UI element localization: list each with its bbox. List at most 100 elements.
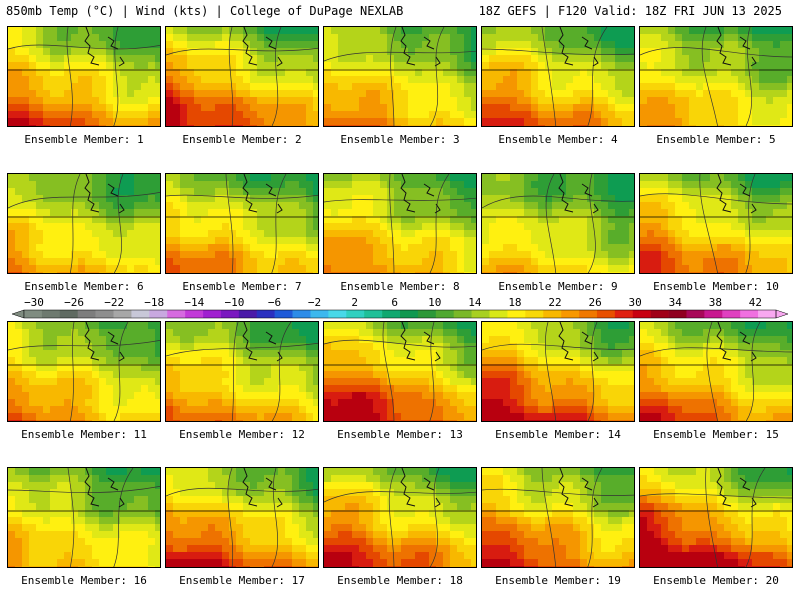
colorbar-left-arrow	[11, 309, 25, 319]
colorbar-tick-label: 34	[669, 296, 683, 309]
temperature-field-map	[640, 468, 792, 567]
colorbar-segment	[167, 310, 186, 318]
colorbar-segment	[149, 310, 168, 318]
colorbar-segment	[24, 310, 43, 318]
colorbar-segment	[310, 310, 329, 318]
colorbar-segment	[722, 310, 741, 318]
colorbar-segment	[274, 310, 293, 318]
ensemble-map-panel	[639, 467, 793, 568]
contour-line	[66, 27, 73, 126]
coastline	[558, 322, 599, 362]
ensemble-member-label: Ensemble Member: 12	[179, 428, 305, 441]
temperature-colorbar: −30 −26 −22 −18 −14 −10 −6 −2 2 6 10 14 18 22 26 30 34 38…	[11, 296, 789, 319]
temperature-field-map	[640, 322, 792, 421]
colorbar-segment	[292, 310, 311, 318]
colorbar-segment	[220, 310, 240, 318]
colorbar-segment	[507, 310, 526, 318]
contour-line	[541, 468, 557, 567]
contour-line	[429, 322, 435, 421]
ensemble-member-label: Ensemble Member: 5	[656, 133, 776, 146]
ensemble-member-label: Ensemble Member: 11	[21, 428, 147, 441]
contour-line	[701, 27, 718, 126]
contour-line	[271, 322, 292, 421]
colorbar-segment	[579, 310, 598, 318]
contour-line	[745, 174, 756, 273]
ensemble-map-panel	[481, 173, 635, 274]
colorbar-segment	[561, 310, 580, 318]
ensemble-member-label: Ensemble Member: 2	[182, 133, 302, 146]
ensemble-map-panel	[323, 26, 477, 127]
colorbar-tick-label: 22	[548, 296, 561, 309]
contour-line	[8, 339, 160, 351]
ensemble-map-panel	[323, 467, 477, 568]
contour-line	[482, 488, 634, 496]
colorbar-tick-label: 26	[588, 296, 601, 309]
colorbar-segment	[95, 310, 114, 318]
colorbar-segment	[740, 310, 759, 318]
ensemble-map-panel	[481, 26, 635, 127]
contour-line	[482, 195, 634, 209]
contour-line	[587, 174, 596, 273]
ensemble-map-panel	[165, 467, 319, 568]
colorbar-segment	[203, 310, 222, 318]
temperature-field-map	[640, 174, 792, 273]
colorbar-tick-label: 14	[468, 296, 482, 309]
ensemble-member-label: Ensemble Member: 14	[495, 428, 621, 441]
colorbar-segment	[632, 310, 651, 318]
ensemble-member-label: Ensemble Member: 8	[340, 280, 460, 293]
colorbar-segment	[489, 310, 508, 318]
colorbar-tick-label: 10	[428, 296, 441, 309]
contour-line	[271, 174, 287, 273]
colorbar-segment	[614, 310, 634, 318]
contour-line	[429, 27, 445, 126]
ensemble-member-label: Ensemble Member: 10	[653, 280, 779, 293]
colorbar-segment	[525, 310, 544, 318]
colorbar-segment	[543, 310, 562, 318]
colorbar-segment	[758, 310, 777, 318]
temperature-field-map	[324, 468, 476, 567]
contour-line	[382, 322, 395, 421]
colorbar-segment	[77, 310, 96, 318]
contour-line	[271, 468, 278, 567]
temperature-field-map	[8, 174, 160, 273]
colorbar-segment	[131, 310, 150, 318]
contour-line	[640, 47, 792, 58]
contour-line	[640, 347, 792, 357]
temperature-field-map	[8, 27, 160, 126]
contour-line	[587, 468, 603, 567]
temperature-field-map	[8, 322, 160, 421]
contour-line	[8, 191, 160, 209]
contour-line	[271, 27, 282, 126]
colorbar-segment	[59, 310, 79, 318]
temperature-field-map	[640, 27, 792, 126]
temperature-field-map	[324, 322, 476, 421]
colorbar-segment	[417, 310, 437, 318]
temperature-field-map	[482, 174, 634, 273]
coastline	[242, 174, 283, 214]
contour-line	[429, 174, 450, 273]
colorbar-segment	[650, 310, 669, 318]
ensemble-map-panel	[7, 321, 161, 422]
coastline	[716, 27, 757, 67]
ensemble-map-panel	[165, 26, 319, 127]
contour-line	[745, 322, 761, 421]
ensemble-map-panel	[639, 321, 793, 422]
colorbar-segment	[328, 310, 347, 318]
contour-line	[166, 342, 318, 357]
colorbar-segment	[256, 310, 275, 318]
ensemble-map-panel	[323, 321, 477, 422]
ensemble-map-panel	[639, 26, 793, 127]
ensemble-map-panel	[639, 173, 793, 274]
colorbar-tick-label: −30	[24, 296, 44, 309]
ensemble-map-panel	[7, 26, 161, 127]
coastline	[242, 468, 283, 508]
colorbar-tick-label: −10	[224, 296, 244, 309]
ensemble-map-panel	[7, 467, 161, 568]
colorbar-segment	[185, 310, 204, 318]
ensemble-member-label: Ensemble Member: 16	[21, 574, 147, 587]
coastline	[84, 322, 125, 362]
contour-line	[113, 322, 129, 421]
coastline	[558, 27, 599, 67]
coastline	[716, 322, 757, 362]
ensemble-member-label: Ensemble Member: 1	[24, 133, 144, 146]
